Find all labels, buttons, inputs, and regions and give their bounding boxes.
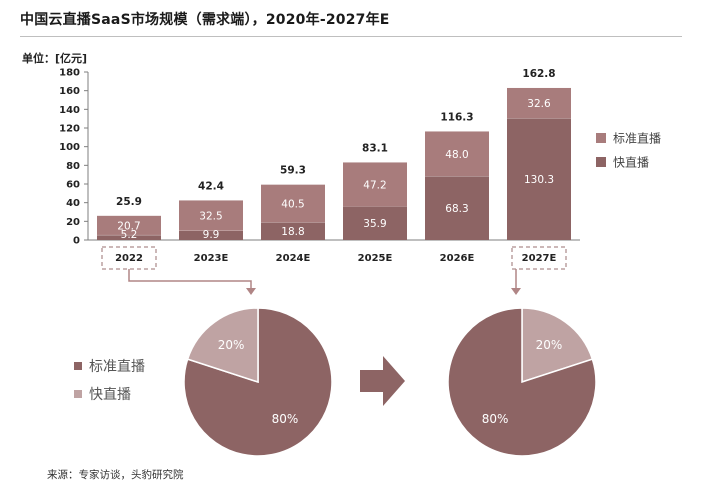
- y-tick-label: 0: [73, 236, 80, 247]
- bar-segment-standard: [261, 184, 325, 223]
- bar-segment-fast: [425, 176, 489, 240]
- bar-segment-fast: [507, 118, 571, 240]
- pie-slice-label: 20%: [536, 338, 563, 352]
- data-label-fast: 18.8: [281, 226, 304, 238]
- y-tick-label: 80: [66, 161, 80, 172]
- title-divider: [20, 36, 682, 37]
- pie-slice: [447, 307, 597, 457]
- legend-swatch: [596, 157, 606, 167]
- x-tick-label: 2027E: [522, 253, 557, 264]
- y-tick-label: 100: [59, 142, 80, 153]
- y-tick-label: 160: [59, 86, 80, 97]
- bar-segment-standard: [425, 131, 489, 177]
- legend-label: 标准直播: [613, 132, 661, 146]
- y-tick-label: 60: [66, 180, 80, 191]
- data-label-total: 162.8: [522, 68, 555, 80]
- pie-slice-label: 80%: [482, 412, 509, 426]
- bar-segment-standard: [179, 200, 243, 231]
- data-label-standard: 47.2: [363, 179, 386, 191]
- data-label-standard: 32.6: [527, 98, 551, 110]
- arrowhead-2027: [511, 288, 521, 295]
- data-label-total: 116.3: [440, 111, 473, 123]
- legend-label: 快直播: [613, 156, 649, 170]
- data-label-standard: 40.5: [281, 199, 304, 211]
- pie-legend-label: 标准直播: [89, 358, 145, 375]
- highlight-box: [511, 246, 567, 270]
- stacked-bar-chart: 0 20 40 60 80 100 120 140 160 180 5.220.7 25.9 2022 9…: [59, 68, 661, 270]
- connector-2022: [128, 269, 252, 288]
- unit-label: 单位：[亿元]: [22, 52, 88, 65]
- x-tick-label: 2023E: [194, 253, 229, 264]
- pie-legend-label: 快直播: [89, 386, 131, 403]
- pie-slice: [186, 307, 259, 384]
- data-label-fast: 5.2: [121, 229, 138, 241]
- pie-slice: [521, 307, 594, 384]
- data-label-total: 83.1: [362, 142, 388, 154]
- bar-segment-standard: [507, 87, 571, 119]
- x-tick-label: 2025E: [358, 253, 393, 264]
- data-label-fast: 35.9: [363, 218, 386, 230]
- data-label-standard: 20.7: [117, 220, 140, 232]
- legend-swatch: [596, 133, 606, 143]
- y-tick-label: 20: [66, 217, 80, 228]
- pie-legend-swatch: [74, 362, 82, 370]
- arrowhead-2022: [246, 288, 256, 295]
- pie-slice-label: 20%: [218, 338, 245, 352]
- bar-segment-fast: [261, 222, 325, 240]
- data-label-total: 25.9: [116, 196, 142, 208]
- data-label-standard: 32.5: [199, 211, 222, 223]
- transition-arrow: [360, 356, 405, 406]
- data-label-standard: 48.0: [445, 149, 468, 161]
- y-tick-label: 180: [59, 68, 80, 79]
- y-tick-label: 140: [59, 105, 80, 116]
- data-label-fast: 9.9: [203, 229, 220, 241]
- pie-connectors: [128, 269, 521, 295]
- x-tick-label: 2024E: [276, 253, 311, 264]
- source-note: 来源：专家访谈，头豹研究院: [47, 469, 184, 481]
- pie-slice-label: 80%: [272, 412, 299, 426]
- y-tick-label: 120: [59, 124, 80, 135]
- data-label-total: 59.3: [280, 165, 306, 177]
- bar-segment-standard: [343, 162, 407, 207]
- pie-legend-swatch: [74, 390, 82, 398]
- x-tick-label: 2026E: [440, 253, 475, 264]
- bar-segment-fast: [97, 235, 161, 240]
- x-tick-label: 2022: [115, 253, 143, 264]
- bar-segment-standard: [97, 215, 161, 236]
- bar-segment-fast: [343, 206, 407, 240]
- data-label-fast: 130.3: [524, 174, 554, 186]
- bar-segment-fast: [179, 230, 243, 240]
- chart-title: 中国云直播SaaS市场规模（需求端），2020年-2027年E: [20, 12, 390, 28]
- y-tick-label: 40: [66, 198, 80, 209]
- highlight-box: [101, 246, 157, 270]
- data-label-total: 42.4: [198, 180, 224, 192]
- data-label-fast: 68.3: [445, 203, 468, 215]
